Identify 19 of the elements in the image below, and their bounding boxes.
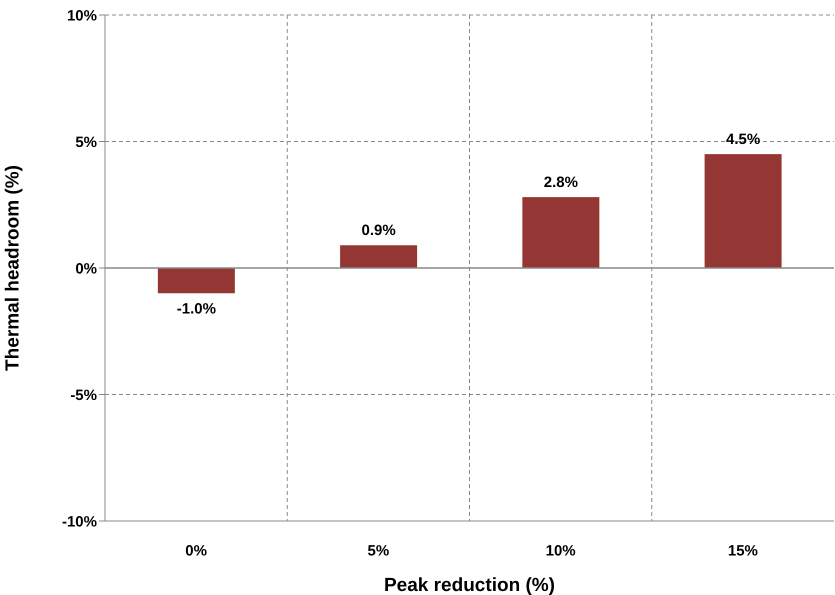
- bar: [340, 245, 418, 268]
- y-tick-label: 10%: [66, 7, 97, 24]
- y-tick-label: -10%: [62, 513, 97, 530]
- y-tick-label: 0%: [75, 260, 97, 278]
- data-label: 4.5%: [726, 131, 760, 148]
- x-tick-label: 5%: [368, 542, 390, 560]
- bar: [704, 154, 782, 268]
- y-tick-label: 5%: [75, 134, 97, 151]
- data-label: 0.9%: [362, 222, 396, 240]
- y-tick-label: -5%: [70, 386, 97, 404]
- bar: [522, 197, 600, 268]
- data-label: 2.8%: [544, 174, 578, 192]
- x-axis-title: Peak reduction (%): [384, 575, 556, 595]
- x-tick-label: 10%: [546, 542, 576, 560]
- x-tick-label: 0%: [185, 542, 207, 560]
- x-tick-label: 15%: [728, 542, 758, 560]
- bar: [158, 268, 235, 294]
- y-axis-title: Thermal headroom (%): [2, 165, 24, 371]
- data-label: -1.0%: [176, 300, 216, 318]
